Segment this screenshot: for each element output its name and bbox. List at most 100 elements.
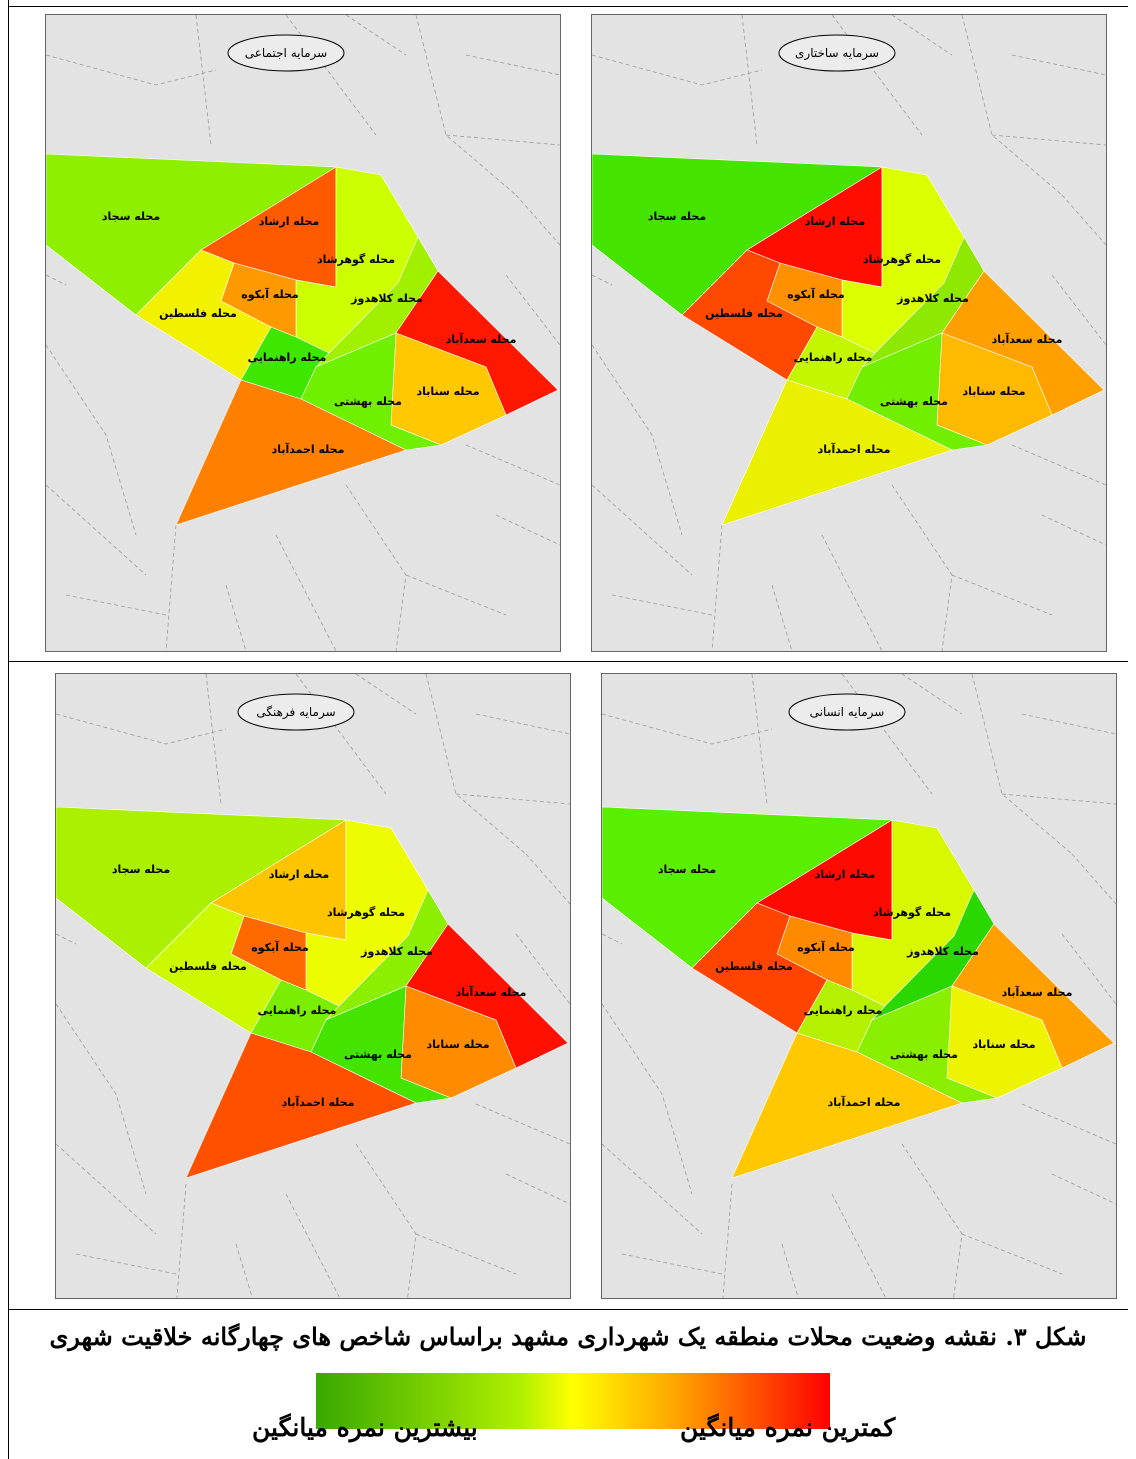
label-saadabad: محله سعدآباد (992, 332, 1063, 346)
map-panel-social: محله سجاد محله ارشاد محله گوهرشاد محله آبکو… (45, 14, 561, 652)
street-line (951, 574, 1053, 616)
label-saadabad: محله سعدآباد (456, 985, 527, 999)
label-beheshti: محله بهشتی (334, 395, 402, 408)
label-sanabad: محله سناباد (962, 385, 1025, 398)
street-line (991, 134, 1106, 146)
label-sanabad: محله سناباد (426, 1038, 489, 1051)
legend-gradient-bar (316, 1373, 830, 1429)
street-line (495, 514, 560, 546)
street-line (1041, 514, 1106, 546)
map-title-ellipse (237, 693, 355, 731)
street-line (415, 1233, 517, 1275)
label-kolahdooz: محله کلاهدوز (906, 945, 979, 958)
street-line (75, 1253, 177, 1275)
label-sanabad: محله سناباد (416, 385, 479, 398)
street-line (602, 713, 773, 745)
street-line (602, 1003, 693, 1195)
street-line (961, 15, 1063, 196)
street-line (592, 484, 693, 576)
street-lines (46, 15, 560, 651)
street-line (176, 1183, 187, 1298)
street-line (971, 674, 1073, 855)
street-line (205, 674, 222, 805)
map-title: سرمایه اجتماعی (245, 46, 327, 61)
label-felestin: محله فلسطین (715, 960, 793, 973)
map-title: سرمایه ساختاری (795, 46, 879, 61)
street-line (425, 674, 527, 855)
street-line (415, 15, 517, 196)
street-line (46, 344, 137, 536)
street-line (771, 584, 793, 651)
street-line (515, 194, 560, 246)
label-rahnamaei: محله راهنمایی (794, 351, 873, 364)
street-line (465, 444, 560, 486)
street-lines (56, 674, 570, 1298)
street-line (751, 674, 768, 805)
street-line (1051, 274, 1106, 346)
neighborhood-ahmadabad (731, 1032, 963, 1179)
neighborhood-ahmadabad (721, 379, 953, 526)
frame-bottom-line (8, 1309, 1128, 1310)
street-line (831, 1193, 887, 1298)
frame-left-line (8, 0, 9, 1459)
street-line (195, 15, 212, 146)
map-title: سرمایه انسانی (810, 705, 885, 720)
street-line (405, 574, 507, 616)
label-felestin: محله فلسطین (705, 307, 783, 320)
label-sajjad: محله سجاد (658, 863, 716, 876)
street-line (611, 594, 713, 616)
label-rahnamaei: محله راهنمایی (258, 1004, 337, 1017)
street-line (781, 1243, 799, 1298)
street-line (235, 1243, 253, 1298)
label-ahmadabad: محله احمدآباد (282, 1095, 355, 1109)
label-sanabad: محله سناباد (972, 1038, 1035, 1051)
label-kolahdooz: محله کلاهدوز (896, 292, 969, 305)
street-line (901, 1143, 963, 1298)
street-line (355, 674, 417, 715)
street-line (1061, 933, 1116, 1005)
label-abkooh: محله آبکوه (241, 287, 298, 301)
label-sajjad: محله سجاد (648, 210, 706, 223)
street-line (56, 1003, 147, 1195)
street-line (1071, 853, 1116, 905)
neighborhood-ahmadabad (185, 1032, 417, 1179)
label-gohar: محله گوهرشاد (327, 906, 405, 919)
street-lines (602, 674, 1116, 1298)
street-line (65, 594, 167, 616)
street-line (515, 933, 570, 1005)
street-line (1011, 54, 1106, 76)
street-line (592, 54, 763, 86)
street-line (46, 274, 67, 286)
map-title-ellipse (788, 693, 906, 731)
frame-top-line (8, 6, 1128, 7)
label-rahnamaei: محله راهنمایی (248, 351, 327, 364)
label-ershad: محله ارشاد (269, 868, 329, 881)
frame-mid-line (8, 661, 1128, 662)
map-panel-cultural: محله سجاد محله ارشاد محله گوهرشاد محله آبکو… (55, 673, 571, 1299)
neighborhood-ahmadabad (175, 379, 407, 526)
street-line (592, 274, 613, 286)
label-ahmadabad: محله احمدآباد (272, 442, 345, 456)
street-line (56, 713, 227, 745)
street-line (722, 1183, 733, 1298)
label-sajjad: محله سجاد (102, 210, 160, 223)
street-line (295, 674, 387, 795)
street-line (1051, 1173, 1116, 1205)
street-line (602, 933, 623, 945)
map-structural: محله سجاد محله ارشاد محله گوهرشاد محله آبکو… (592, 15, 1106, 651)
label-gohar: محله گوهرشاد (863, 253, 941, 266)
label-gohar: محله گوهرشاد (317, 253, 395, 266)
street-line (821, 534, 883, 651)
label-kolahdooz: محله کلاهدوز (350, 292, 423, 305)
street-line (602, 1143, 703, 1235)
street-line (505, 1173, 570, 1205)
street-line (285, 1193, 341, 1298)
label-sajjad: محله سجاد (112, 863, 170, 876)
street-line (891, 15, 953, 56)
street-line (56, 933, 77, 945)
street-line (1021, 713, 1116, 735)
street-line (355, 1143, 417, 1298)
label-beheshti: محله بهشتی (890, 1048, 958, 1061)
label-abkooh: محله آبکوه (797, 940, 854, 954)
label-rahnamaei: محله راهنمایی (804, 1004, 883, 1017)
